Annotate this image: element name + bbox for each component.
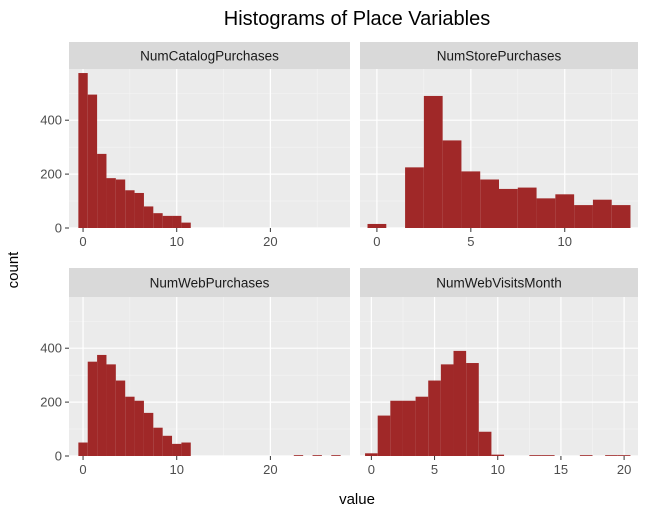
histogram-bar [172,443,182,456]
histogram-bar [415,396,429,456]
histogram-bar [555,194,575,228]
y-tick-label: 400 [40,341,62,356]
chart-title: Histograms of Place Variables [224,8,490,30]
histogram-bar [134,192,144,228]
facet-strip [69,42,350,69]
x-tick-label: 15 [554,462,568,477]
histogram-bar [478,431,492,456]
x-tick-label: 0 [373,234,380,249]
histogram-bar [115,380,126,456]
facet-strip [360,42,638,69]
histogram-bar [106,178,116,228]
y-tick-label: 200 [40,167,62,182]
histogram-bar [106,364,116,456]
histogram-bar [579,455,593,456]
facet-strip [360,268,638,297]
histogram-bar [367,223,387,228]
histogram-bar [440,364,454,456]
x-tick-label: 10 [558,234,572,249]
histogram-bar [143,412,154,456]
histogram-bar [617,455,631,456]
histogram-bar [181,442,191,456]
facet-strip [69,268,350,297]
histogram-bar [97,354,107,456]
histogram-bar [529,455,542,456]
histogram-bar [536,198,556,228]
histogram-bar [181,222,191,228]
x-tick-label: 0 [368,462,375,477]
histogram-bar [605,455,618,456]
histogram-bar [491,454,505,456]
histogram-bar [499,188,518,228]
y-axis-label: count [5,251,22,289]
facet-panel-3: NumWebVisitsMonth 0 5 10 15 20 [360,268,638,477]
x-tick-label: 20 [263,462,277,477]
histogram-bar [461,171,481,228]
histogram-bar [402,400,416,456]
histogram-bar [423,95,443,228]
histogram-bar [466,363,479,456]
x-tick-label: 5 [467,234,474,249]
facet-strip-label: NumWebVisitsMonth [436,276,562,291]
histogram-bar [517,187,537,228]
histogram-bar [453,350,467,456]
histogram-bar [115,179,126,228]
histogram-bar [172,215,182,228]
histogram-bar [162,215,173,228]
x-tick-label: 0 [79,234,86,249]
histogram-bar [162,435,173,456]
histogram-bar [331,455,341,456]
histogram-bar [78,442,88,456]
facet-strip-label: NumStorePurchases [437,49,562,64]
x-axis-label: value [339,491,375,508]
histogram-bar [97,153,107,228]
histogram-bar [153,427,163,456]
histogram-bar [377,415,391,456]
y-tick-label: 200 [40,395,62,410]
histogram-bar [405,167,424,228]
x-tick-label: 10 [169,462,183,477]
histogram-bar [428,380,441,456]
histogram-bar [125,190,135,228]
histogram-bar [125,396,135,456]
facet-strip-label: NumCatalogPurchases [140,49,279,64]
histogram-bar [365,453,378,456]
x-tick-label: 0 [79,462,86,477]
y-tick-label: 400 [40,113,62,128]
y-tick-label: 0 [55,449,62,464]
x-tick-label: 10 [169,234,183,249]
histogram-bar [87,94,98,229]
x-tick-label: 20 [617,462,631,477]
histogram-bar [541,455,555,456]
histogram-bar [312,455,322,456]
facet-strip-label: NumWebPurchases [150,276,270,291]
histogram-bar [134,400,144,456]
histogram-bar [442,140,462,228]
x-tick-label: 10 [491,462,505,477]
histogram-bar [78,73,88,228]
histogram-bar [480,179,499,228]
histogram-bar [143,206,154,228]
y-tick-label: 0 [55,221,62,236]
x-tick-label: 5 [431,462,438,477]
histogram-bar [153,213,163,228]
histogram-bar [611,205,631,228]
x-tick-label: 20 [263,234,277,249]
histogram-bar [574,205,593,228]
histogram-bar [592,199,612,228]
histogram-bar [87,361,98,456]
histogram-bar [390,400,403,456]
histogram-bar [293,455,304,456]
facet-panel-1: NumStorePurchases 0 5 10 [360,42,638,249]
